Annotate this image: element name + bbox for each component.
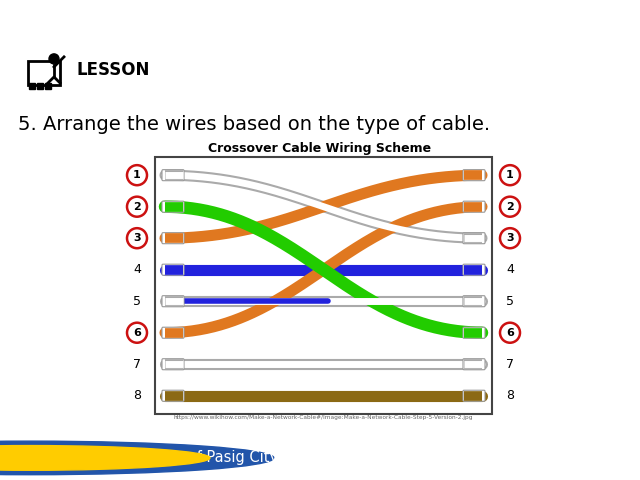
Circle shape	[0, 441, 274, 475]
Text: 6: 6	[133, 328, 141, 338]
FancyBboxPatch shape	[463, 169, 485, 180]
Text: 6: 6	[506, 328, 514, 338]
Circle shape	[500, 197, 520, 216]
Circle shape	[127, 197, 147, 216]
FancyBboxPatch shape	[463, 264, 485, 275]
Text: LESSON: LESSON	[76, 61, 149, 79]
Text: 7: 7	[506, 358, 514, 371]
Text: Crossover Cable Wiring Scheme: Crossover Cable Wiring Scheme	[209, 142, 431, 155]
Bar	[28, 61, 60, 85]
Text: 3: 3	[506, 233, 514, 243]
FancyBboxPatch shape	[463, 233, 485, 244]
FancyBboxPatch shape	[463, 359, 485, 370]
FancyBboxPatch shape	[162, 201, 184, 212]
Text: 3: 3	[133, 233, 141, 243]
Text: https://www.wikihow.com/Make-a-Network-Cable#/Image:Make-a-Network-Cable-Step-5-: https://www.wikihow.com/Make-a-Network-C…	[173, 415, 473, 420]
Text: 4: 4	[506, 263, 514, 276]
Circle shape	[0, 445, 210, 470]
FancyBboxPatch shape	[162, 327, 184, 338]
Text: 5. Arrange the wires based on the type of cable.: 5. Arrange the wires based on the type o…	[18, 115, 490, 134]
FancyBboxPatch shape	[162, 296, 184, 307]
FancyBboxPatch shape	[463, 201, 485, 212]
FancyBboxPatch shape	[463, 390, 485, 401]
Circle shape	[127, 165, 147, 185]
FancyBboxPatch shape	[162, 233, 184, 244]
Text: 4: 4	[133, 263, 141, 276]
Text: 1: 1	[133, 170, 141, 180]
Circle shape	[127, 228, 147, 248]
Circle shape	[500, 228, 520, 248]
Text: 7: 7	[133, 358, 141, 371]
Text: 8: 8	[506, 389, 514, 402]
Text: 5: 5	[133, 295, 141, 308]
Text: 2: 2	[506, 202, 514, 212]
Text: 8: 8	[133, 389, 141, 402]
Circle shape	[49, 54, 59, 64]
Text: 5: 5	[506, 295, 514, 308]
FancyBboxPatch shape	[463, 327, 485, 338]
FancyBboxPatch shape	[162, 169, 184, 180]
Text: 1: 1	[506, 170, 514, 180]
Circle shape	[500, 323, 520, 343]
FancyBboxPatch shape	[162, 390, 184, 401]
FancyBboxPatch shape	[162, 264, 184, 275]
Circle shape	[127, 323, 147, 343]
Circle shape	[500, 165, 520, 185]
FancyBboxPatch shape	[162, 359, 184, 370]
Bar	[155, 157, 492, 414]
Text: 2: 2	[133, 202, 141, 212]
Text: Schools Division of Pasig City: Schools Division of Pasig City	[64, 450, 278, 466]
FancyBboxPatch shape	[463, 296, 485, 307]
